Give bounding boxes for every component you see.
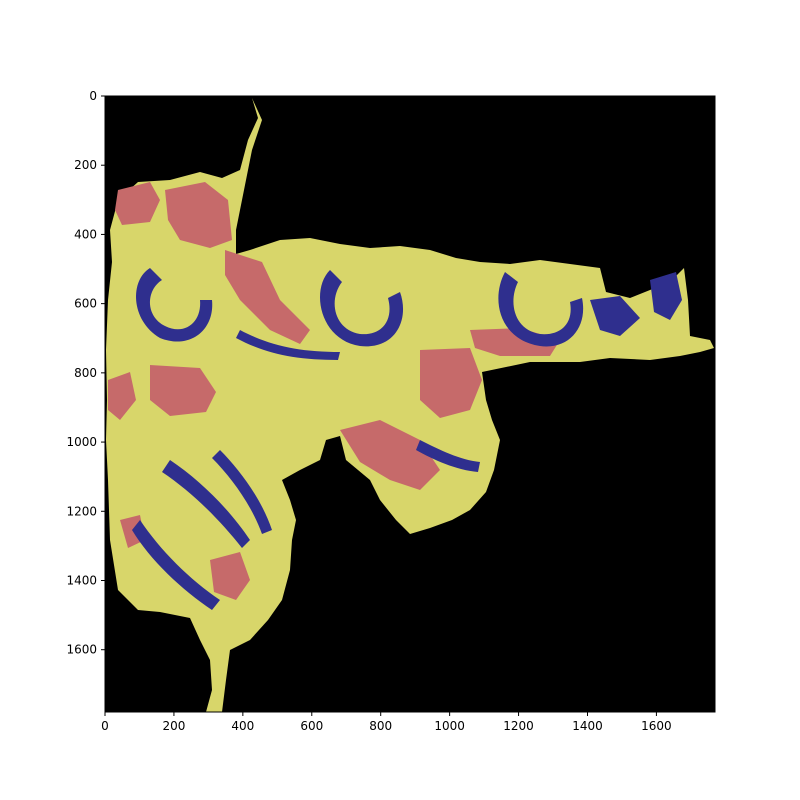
blue-region (136, 268, 213, 342)
red-region (340, 420, 440, 490)
x-tick-label: 1600 (641, 719, 672, 733)
blue-region (498, 272, 584, 347)
blue-region (590, 296, 640, 336)
red-region (165, 182, 232, 248)
plot-area (104, 95, 716, 713)
blue-region (416, 440, 480, 472)
red-region (108, 372, 136, 420)
y-tick-label: 1600 (66, 643, 97, 657)
blue-region (162, 460, 250, 548)
y-tick-label: 600 (74, 297, 97, 311)
blue-region (132, 520, 220, 610)
x-tick-label: 1000 (434, 719, 465, 733)
x-axis: 0 200 400 600 800 1000 1200 1400 1600 (101, 712, 672, 733)
x-tick-label: 1200 (503, 719, 534, 733)
x-tick-label: 1400 (572, 719, 603, 733)
x-tick-label: 400 (231, 719, 254, 733)
y-tick-label: 0 (89, 89, 97, 103)
x-tick-label: 0 (101, 719, 109, 733)
y-tick-label: 1000 (66, 435, 97, 449)
blue-region (236, 330, 340, 360)
y-tick-label: 1200 (66, 504, 97, 518)
axes-frame (104, 95, 716, 713)
x-tick-label: 800 (369, 719, 392, 733)
red-region (150, 365, 216, 416)
segmentation-image (106, 98, 714, 712)
x-tick-label: 600 (300, 719, 323, 733)
y-tick-label: 1400 (66, 573, 97, 587)
red-region (420, 348, 482, 418)
x-tick-label: 200 (162, 719, 185, 733)
red-region (115, 182, 160, 225)
red-region (225, 250, 310, 344)
y-tick-label: 200 (74, 158, 97, 172)
y-tick-label: 400 (74, 227, 97, 241)
blue-region (650, 272, 682, 320)
y-tick-label: 800 (74, 366, 97, 380)
blue-region (212, 450, 272, 534)
y-axis: 0 200 400 600 800 1000 1200 1400 1600 (66, 89, 105, 657)
tissue-region (106, 98, 714, 712)
blue-region (320, 270, 404, 347)
red-region (210, 552, 250, 600)
